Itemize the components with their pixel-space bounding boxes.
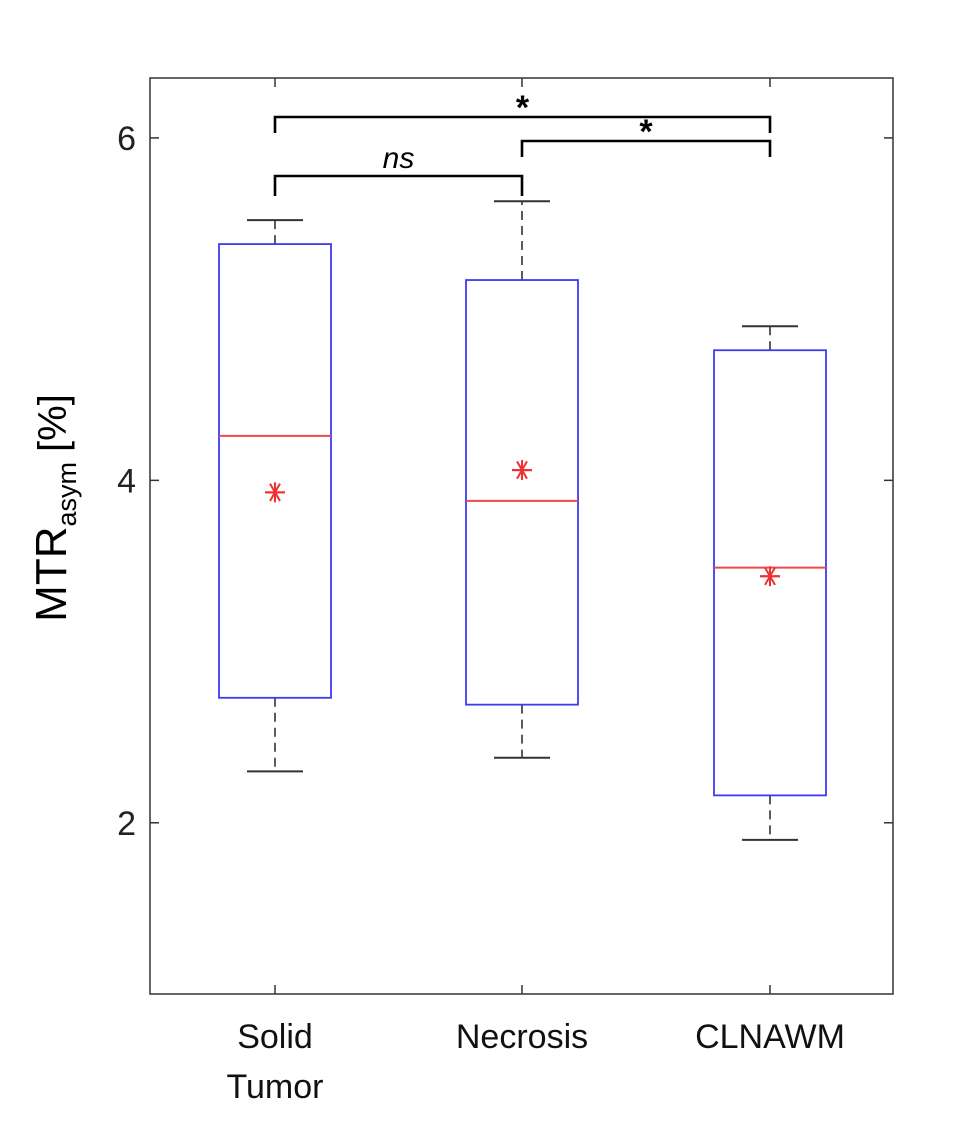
box-series <box>218 200 827 841</box>
y-axis-label-subscript: asym <box>52 462 82 527</box>
y-tick-label: 4 <box>117 462 136 500</box>
significance-label: * <box>639 113 653 151</box>
y-tick-label: 2 <box>117 805 136 843</box>
significance-bracket-2: ns <box>273 142 524 196</box>
x-category-label: Solid <box>237 1018 313 1056</box>
bracket-line <box>273 174 524 196</box>
box-1 <box>465 200 579 759</box>
y-axis-label-unit: [%] <box>31 394 75 452</box>
bracket-line <box>520 139 772 157</box>
box-iqr <box>465 279 579 706</box>
box-2 <box>713 325 827 841</box>
axis-labels: Solid Tumor Necrosis CLNAWM MTRasym [%] <box>27 394 845 1106</box>
mean-marker <box>760 566 780 587</box>
bracket-line <box>273 115 772 133</box>
box-0 <box>218 219 332 773</box>
mean-marker <box>265 482 285 503</box>
y-axis-label-main: MTR <box>27 527 76 622</box>
significance-label: * <box>516 89 530 127</box>
mean-marker <box>512 460 532 481</box>
box-iqr <box>713 349 827 797</box>
significance-bracket-0: * <box>273 89 772 133</box>
box-iqr <box>218 243 332 699</box>
significance-brackets: * * ns <box>273 89 772 196</box>
y-tick-label: 6 <box>117 120 136 158</box>
x-category-label: Tumor <box>227 1068 324 1106</box>
significance-bracket-1: * <box>520 113 772 157</box>
y-axis-label: MTRasym [%] <box>27 394 82 622</box>
x-category-label: Necrosis <box>456 1018 588 1056</box>
significance-label: ns <box>383 142 415 175</box>
x-category-label: CLNAWM <box>695 1018 845 1056</box>
plot-axes: 2 4 6 <box>117 77 894 995</box>
